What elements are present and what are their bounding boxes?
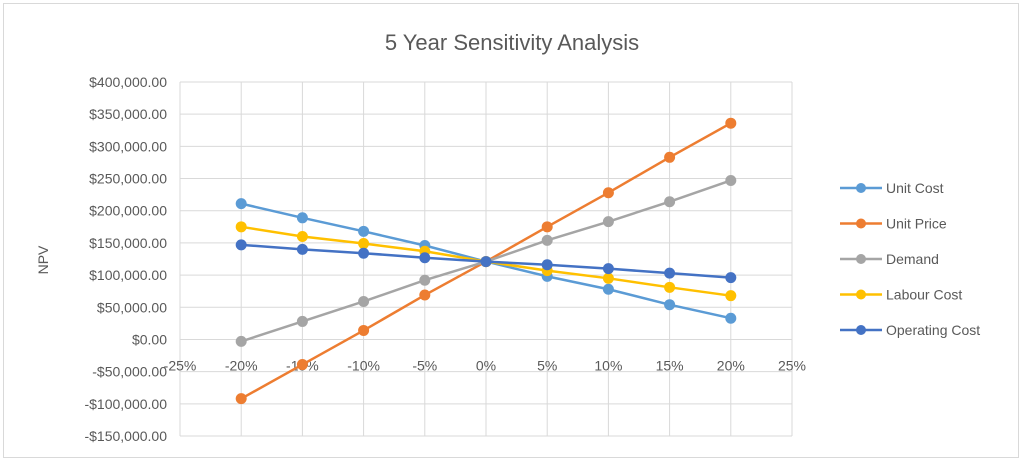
data-point — [664, 299, 676, 311]
legend-item: Unit Cost — [840, 180, 944, 196]
data-point — [419, 289, 431, 301]
y-tick-label: $200,000.00 — [89, 203, 167, 219]
x-tick-label: 15% — [656, 357, 684, 373]
data-point — [296, 212, 308, 224]
data-point — [358, 225, 370, 237]
data-point — [725, 174, 737, 186]
legend-item: Unit Price — [840, 216, 947, 232]
y-tick-label: -$50,000.00 — [92, 364, 167, 380]
data-point — [541, 221, 553, 233]
data-point — [541, 259, 553, 271]
data-point — [235, 221, 247, 233]
data-point — [541, 234, 553, 246]
legend-label: Labour Cost — [886, 287, 962, 303]
x-tick-label: 5% — [537, 357, 557, 373]
legend-marker — [856, 183, 866, 193]
data-point — [296, 359, 308, 371]
data-point — [664, 151, 676, 163]
data-point — [480, 256, 492, 268]
x-tick-label: 10% — [594, 357, 622, 373]
y-tick-label: -$100,000.00 — [84, 396, 167, 412]
y-axis-label: NPV — [35, 245, 51, 274]
series-operating-cost — [235, 239, 737, 284]
data-point — [296, 315, 308, 327]
data-point — [419, 274, 431, 286]
data-point — [602, 283, 614, 295]
data-point — [358, 324, 370, 336]
y-tick-label: $150,000.00 — [89, 235, 167, 251]
legend-marker — [856, 254, 866, 264]
data-point — [235, 198, 247, 210]
legend-label: Unit Price — [886, 216, 947, 232]
legend-label: Unit Cost — [886, 180, 944, 196]
data-point — [602, 263, 614, 275]
legend-label: Demand — [886, 251, 939, 267]
legend-marker — [856, 218, 866, 229]
data-point — [235, 239, 247, 251]
x-tick-label: 0% — [476, 357, 496, 373]
y-tick-label: $250,000.00 — [89, 171, 167, 187]
data-point — [602, 187, 614, 199]
x-tick-label: -10% — [347, 357, 380, 373]
legend-label: Operating Cost — [886, 322, 980, 338]
data-point — [296, 243, 308, 255]
data-point — [602, 272, 614, 284]
y-tick-label: $0.00 — [132, 331, 167, 347]
x-tick-label: -25% — [164, 357, 197, 373]
data-point — [602, 216, 614, 228]
data-point — [235, 335, 247, 347]
chart-area — [3, 3, 1019, 458]
data-point — [664, 196, 676, 208]
chart-title: 5 Year Sensitivity Analysis — [385, 30, 639, 55]
data-point — [664, 281, 676, 293]
data-point — [358, 238, 370, 250]
y-tick-label: $350,000.00 — [89, 106, 167, 122]
y-tick-label: $400,000.00 — [89, 74, 167, 90]
data-point — [664, 267, 676, 279]
y-tick-label: $100,000.00 — [89, 267, 167, 283]
y-tick-label: $300,000.00 — [89, 138, 167, 154]
data-point — [419, 252, 431, 264]
legend-item: Operating Cost — [840, 322, 980, 338]
data-point — [296, 230, 308, 242]
x-tick-label: -5% — [412, 357, 437, 373]
legend-marker — [856, 325, 866, 335]
x-tick-label: 20% — [717, 357, 745, 373]
data-point — [235, 393, 247, 405]
x-tick-label: 25% — [778, 357, 806, 373]
legend-item: Demand — [840, 251, 939, 267]
x-tick-label: -20% — [225, 357, 258, 373]
legend-item: Labour Cost — [840, 287, 962, 303]
data-point — [358, 247, 370, 259]
legend-marker — [856, 289, 866, 300]
data-point — [725, 117, 737, 129]
data-point — [725, 290, 737, 302]
y-tick-label: -$150,000.00 — [84, 428, 167, 444]
data-point — [358, 295, 370, 307]
y-tick-label: $50,000.00 — [97, 299, 167, 315]
data-point — [725, 272, 737, 284]
data-point — [725, 312, 737, 324]
